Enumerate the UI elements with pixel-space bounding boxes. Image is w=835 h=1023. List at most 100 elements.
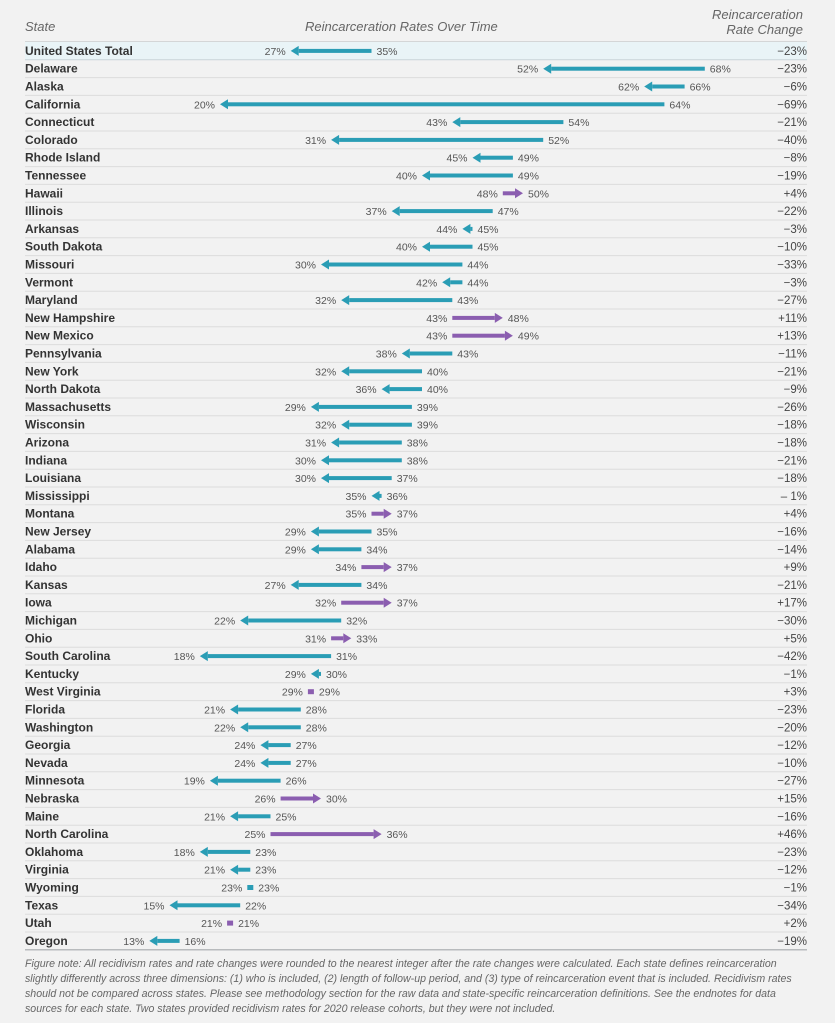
rate-change-label: −19%: [777, 171, 807, 183]
rate-label-high: 29%: [319, 687, 340, 699]
rate-change-label: −34%: [777, 900, 807, 912]
rate-label-low: 42%: [416, 277, 437, 289]
rate-label-low: 29%: [285, 527, 306, 539]
rate-label-low: 29%: [285, 544, 306, 556]
rates-column-header: Reincarceration Rates Over Time: [305, 19, 498, 34]
rate-label-high: 49%: [518, 153, 539, 165]
arrow-head: [149, 935, 158, 946]
state-label: Utah: [25, 916, 52, 930]
rate-change-label: – 1%: [781, 491, 807, 503]
state-label: Arkansas: [25, 222, 79, 236]
rate-label-high: 50%: [528, 188, 549, 200]
state-label: Hawaii: [25, 186, 63, 200]
arrow-shaft: [318, 671, 321, 676]
rate-change-label: −21%: [777, 366, 807, 378]
arrow-head: [230, 811, 239, 822]
rate-change-label: +17%: [777, 598, 807, 610]
rate-change-label: +4%: [784, 509, 807, 521]
rate-label-low: 13%: [123, 936, 144, 948]
rate-label-high: 31%: [336, 651, 357, 663]
rate-change-label: −30%: [777, 616, 807, 628]
rate-change-label: −1%: [784, 669, 807, 681]
rate-change-label: −27%: [777, 776, 807, 788]
arrow-shaft: [452, 315, 495, 320]
state-label: Indiana: [25, 453, 67, 467]
rate-label-high: 44%: [467, 277, 488, 289]
rate-label-high: 39%: [417, 420, 438, 432]
rate-change-label: +9%: [784, 562, 807, 574]
arrow-head: [290, 579, 299, 590]
arrow-shaft: [268, 743, 291, 748]
rate-change-label: −1%: [784, 883, 807, 895]
arrow-shaft: [270, 832, 374, 837]
arrow-shaft: [450, 280, 463, 285]
rate-label-low: 36%: [356, 384, 377, 396]
arrow-head: [442, 277, 451, 288]
arrow-head: [504, 330, 513, 341]
rate-label-high: 48%: [508, 313, 529, 325]
rate-change-label: −22%: [777, 206, 807, 218]
state-label: Ohio: [25, 631, 52, 645]
rate-change-label: −11%: [778, 349, 807, 361]
arrow-shaft: [452, 333, 505, 338]
arrow-head: [199, 846, 208, 857]
rate-change-label: −23%: [777, 705, 807, 717]
arrow-shaft: [298, 582, 362, 587]
rate-label-low: 43%: [426, 331, 447, 343]
rate-label-low: 48%: [477, 188, 498, 200]
rate-label-high: 39%: [417, 402, 438, 414]
no-change-marker: [227, 920, 234, 926]
rate-change-label: −3%: [784, 277, 807, 289]
rate-label-low: 19%: [184, 776, 205, 788]
rate-label-high: 49%: [518, 171, 539, 183]
rate-label-high: 37%: [397, 562, 418, 574]
rate-label-low: 26%: [255, 794, 276, 806]
rate-label-low: 43%: [426, 313, 447, 325]
rate-label-high: 37%: [397, 598, 418, 610]
state-label: Colorado: [25, 133, 78, 147]
rate-label-low: 18%: [174, 651, 195, 663]
rate-label-low: 21%: [201, 918, 222, 930]
rate-label-low: 31%: [305, 135, 326, 147]
arrow-shaft: [217, 778, 281, 783]
state-label: Virginia: [25, 863, 69, 877]
arrow-head: [313, 793, 321, 804]
rate-change-label: −19%: [777, 936, 807, 948]
state-label: Delaware: [25, 62, 78, 76]
rate-label-low: 23%: [221, 883, 242, 895]
arrow-shaft: [329, 476, 392, 481]
rate-label-low: 25%: [244, 829, 265, 841]
arrow-shaft: [248, 618, 342, 623]
rate-label-low: 30%: [295, 473, 316, 485]
arrow-head: [321, 455, 329, 466]
state-label: Montana: [25, 507, 75, 521]
rate-label-high: 44%: [467, 260, 488, 272]
rate-change-label: −23%: [777, 46, 807, 58]
rate-label-low: 30%: [295, 260, 316, 272]
state-label: Georgia: [25, 738, 71, 752]
arrow-head: [343, 633, 352, 644]
rate-change-label: −8%: [784, 153, 807, 165]
arrow-shaft: [329, 458, 402, 463]
rate-change-label: +4%: [784, 188, 807, 200]
highlight-row-bg: [25, 42, 807, 60]
rate-change-label: −16%: [777, 811, 807, 823]
rate-label-high: 35%: [377, 46, 398, 58]
state-label: South Carolina: [25, 649, 111, 663]
rate-label-low: 24%: [234, 740, 255, 752]
no-change-marker: [307, 689, 314, 695]
state-label: Wisconsin: [25, 418, 85, 432]
rate-change-label: −14%: [777, 544, 807, 556]
arrow-shaft: [652, 84, 685, 89]
arrow-head: [321, 473, 329, 484]
rate-change-label: −21%: [777, 117, 807, 129]
rate-label-low: 31%: [305, 633, 326, 645]
state-label: Maine: [25, 809, 59, 823]
rate-label-low: 22%: [214, 616, 235, 628]
state-label: New Jersey: [25, 525, 91, 539]
rate-label-low: 32%: [315, 295, 336, 307]
rate-label-high: 45%: [478, 242, 499, 254]
arrow-head: [321, 259, 329, 270]
arrow-shaft: [318, 529, 372, 534]
rate-label-low: 29%: [285, 402, 306, 414]
